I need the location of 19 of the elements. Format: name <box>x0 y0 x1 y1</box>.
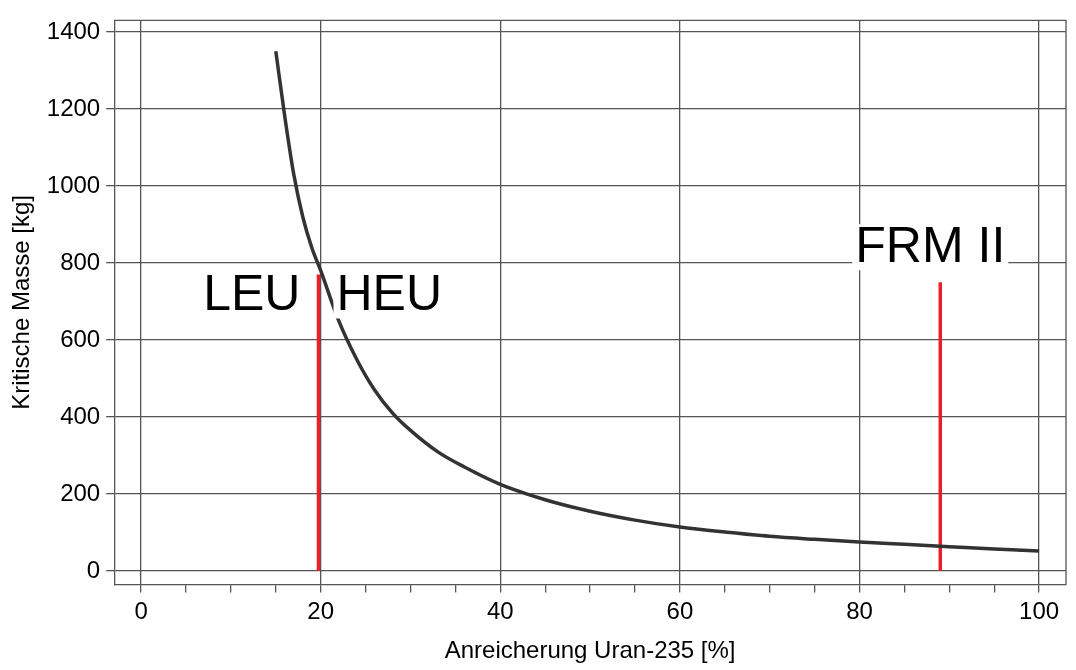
y-tick-label: 1200 <box>46 93 101 121</box>
y-tick-label: 600 <box>60 324 101 352</box>
x-tick-label: 0 <box>134 597 148 625</box>
y-tick-label: 1000 <box>46 170 101 198</box>
x-tick-label: 20 <box>307 597 335 625</box>
annotation: LEU <box>203 265 301 322</box>
y-tick-label: 0 <box>86 555 101 583</box>
y-axis-title: Kritische Masse [kg] <box>7 195 35 410</box>
y-tick-label: 1400 <box>46 16 101 44</box>
x-tick-label: 60 <box>666 597 694 625</box>
x-axis-title: Anreicherung Uran-235 [%] <box>444 636 736 664</box>
y-tick-label: 200 <box>60 478 101 506</box>
x-tick-label: 80 <box>846 597 873 625</box>
x-tick-label: 40 <box>486 597 514 625</box>
annotation: FRM II <box>855 216 1006 273</box>
annotation: HEU <box>336 265 443 322</box>
y-tick-label: 800 <box>60 247 101 275</box>
y-tick-label: 400 <box>60 401 101 429</box>
x-tick-label: 100 <box>1019 597 1060 625</box>
